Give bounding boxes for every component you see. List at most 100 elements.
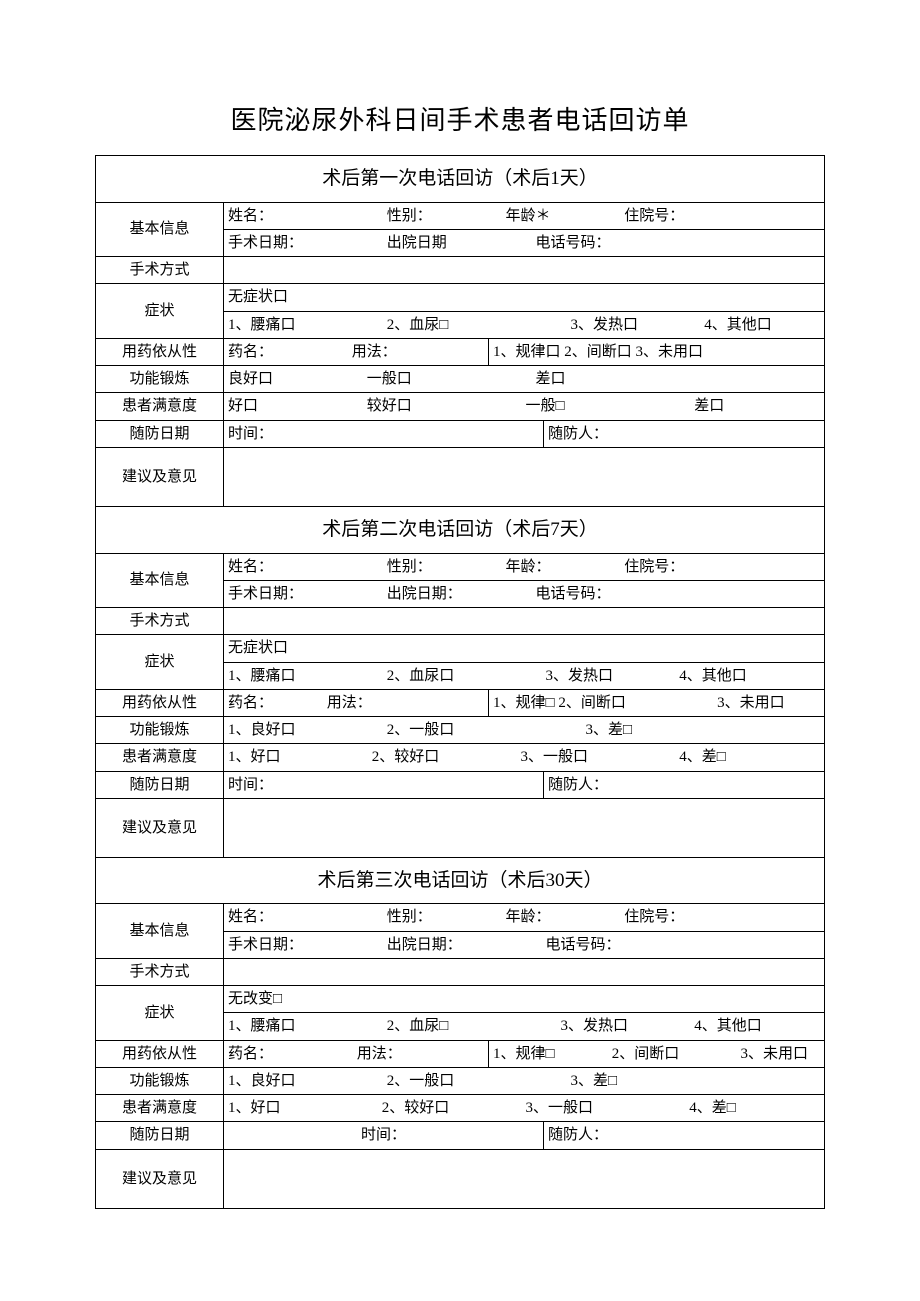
field-name-3: 姓名： [228,907,383,927]
sym3-3: 3、发热口 [561,1016,691,1036]
field-usage-2: 用法： [327,693,372,713]
label-followup-date-2: 随防日期 [96,771,224,798]
sym-4: 4、其他口 [704,315,772,335]
section-2-header: 术后第二次电话回访（术后7天） [96,506,825,553]
label-followup-date: 随防日期 [96,420,224,447]
symptom-options: 1、腰痛口 2、血尿□ 3、发热口 4、其他口 [224,311,825,338]
field-drug-name-2: 药名： [228,693,323,713]
label-basic-info-2: 基本信息 [96,553,224,608]
label-followup-date-3: 随防日期 [96,1122,224,1149]
med3-1: 1、规律□ [493,1044,608,1064]
label-suggestion-2: 建议及意见 [96,798,224,857]
basic-info-row-2: 手术日期： 出院日期 电话号码： [224,229,825,256]
suggestion-value-2 [224,798,825,857]
followup-person-2: 随防人： [544,771,825,798]
med-right-3: 1、规律□ 2、间断口 3、未用口 [489,1040,825,1067]
label-medication: 用药依从性 [96,338,224,365]
med2-1: 1、规律□ [493,693,555,713]
field-admission: 住院号： [624,206,684,226]
label-medication-3: 用药依从性 [96,1040,224,1067]
sat3-4: 4、差□ [689,1098,736,1118]
sym3-1: 1、腰痛口 [228,1016,383,1036]
sym3-2: 2、血尿□ [387,1016,557,1036]
field-admission-2: 住院号： [624,557,684,577]
sym2-3: 3、发热口 [546,666,676,686]
exercise-options-3: 1、良好口 2、一般口 3、差□ [224,1067,825,1094]
med-2: 2、间断口 [564,342,632,362]
satisfaction-options-3: 1、好口 2、较好口 3、一般口 4、差□ [224,1095,825,1122]
field-age: 年龄＊ [506,206,621,226]
med-3: 3、未用口 [636,342,704,362]
med3-3: 3、未用口 [741,1044,809,1064]
satisfaction-options-2: 1、好口 2、较好口 3、一般口 4、差□ [224,744,825,771]
field-name-2: 姓名： [228,557,383,577]
section-3-header: 术后第三次电话回访（术后30天） [96,857,825,904]
label-symptoms: 症状 [96,284,224,339]
field-usage-3: 用法： [357,1044,402,1064]
followup-time-3: 时间： [224,1122,544,1149]
followup-person: 随防人： [544,420,825,447]
label-exercise-2: 功能锻炼 [96,717,224,744]
suggestion-value [224,447,825,506]
exercise-options: 良好口 一般口 差口 [224,366,825,393]
surgery-type-value [224,257,825,284]
followup-person-3: 随防人： [544,1122,825,1149]
field-phone-2: 电话号码： [536,584,611,604]
med-left: 药名： 用法： [224,338,489,365]
ex2-3: 3、差□ [586,720,633,740]
symptom-none-2: 无症状口 [224,635,825,662]
label-surgery-type-3: 手术方式 [96,958,224,985]
med-right-2: 1、规律□ 2、间断口 3、未用口 [489,689,825,716]
field-gender-2: 性别： [387,557,502,577]
sat-poor: 差口 [694,396,724,416]
field-usage: 用法： [352,342,397,362]
sat3-3: 3、一般口 [526,1098,686,1118]
surgery-type-value-3 [224,958,825,985]
suggestion-value-3 [224,1149,825,1208]
field-drug-name: 药名： [228,342,348,362]
med2-3: 3、未用口 [717,693,785,713]
med3-2: 2、间断口 [612,1044,737,1064]
field-surgery-date-2: 手术日期： [228,584,383,604]
ex-normal: 一般口 [367,369,532,389]
basic-info-3-row-2: 手术日期： 出院日期： 电话号码： [224,931,825,958]
sym2-4: 4、其他口 [679,666,747,686]
surgery-type-value-2 [224,608,825,635]
field-phone: 电话号码： [536,233,611,253]
label-satisfaction-2: 患者满意度 [96,744,224,771]
sat-normal: 一般□ [526,396,691,416]
label-suggestion-3: 建议及意见 [96,1149,224,1208]
followup-time: 时间： [224,420,544,447]
sym2-2: 2、血尿口 [387,666,542,686]
field-name: 姓名： [228,206,383,226]
sat3-2: 2、较好口 [382,1098,522,1118]
label-medication-2: 用药依从性 [96,689,224,716]
symptom-none: 无症状口 [224,284,825,311]
ex-good: 良好口 [228,369,363,389]
sat2-3: 3、一般口 [521,747,676,767]
med-left-2: 药名： 用法： [224,689,489,716]
field-gender: 性别： [387,206,502,226]
sat3-1: 1、好口 [228,1098,378,1118]
label-basic-info-3: 基本信息 [96,904,224,959]
label-symptoms-3: 症状 [96,986,224,1041]
label-satisfaction: 患者满意度 [96,393,224,420]
med-1: 1、规律口 [493,342,561,362]
med-right: 1、规律口 2、间断口 3、未用口 [489,338,825,365]
field-age-2: 年龄： [506,557,621,577]
field-phone-3: 电话号码： [546,935,621,955]
sym-3: 3、发热口 [571,315,701,335]
field-surgery-date: 手术日期： [228,233,383,253]
field-surgery-date-3: 手术日期： [228,935,383,955]
symptom-options-2: 1、腰痛口 2、血尿口 3、发热口 4、其他口 [224,662,825,689]
field-gender-3: 性别： [387,907,502,927]
basic-info-2-row-2: 手术日期： 出院日期： 电话号码： [224,580,825,607]
label-surgery-type-2: 手术方式 [96,608,224,635]
sat2-2: 2、较好口 [372,747,517,767]
sym3-4: 4、其他口 [694,1016,762,1036]
sym2-1: 1、腰痛口 [228,666,383,686]
section-1-header: 术后第一次电话回访（术后1天） [96,156,825,203]
sym-2: 2、血尿□ [387,315,567,335]
ex-poor: 差口 [536,369,566,389]
symptom-none-3: 无改变□ [224,986,825,1013]
